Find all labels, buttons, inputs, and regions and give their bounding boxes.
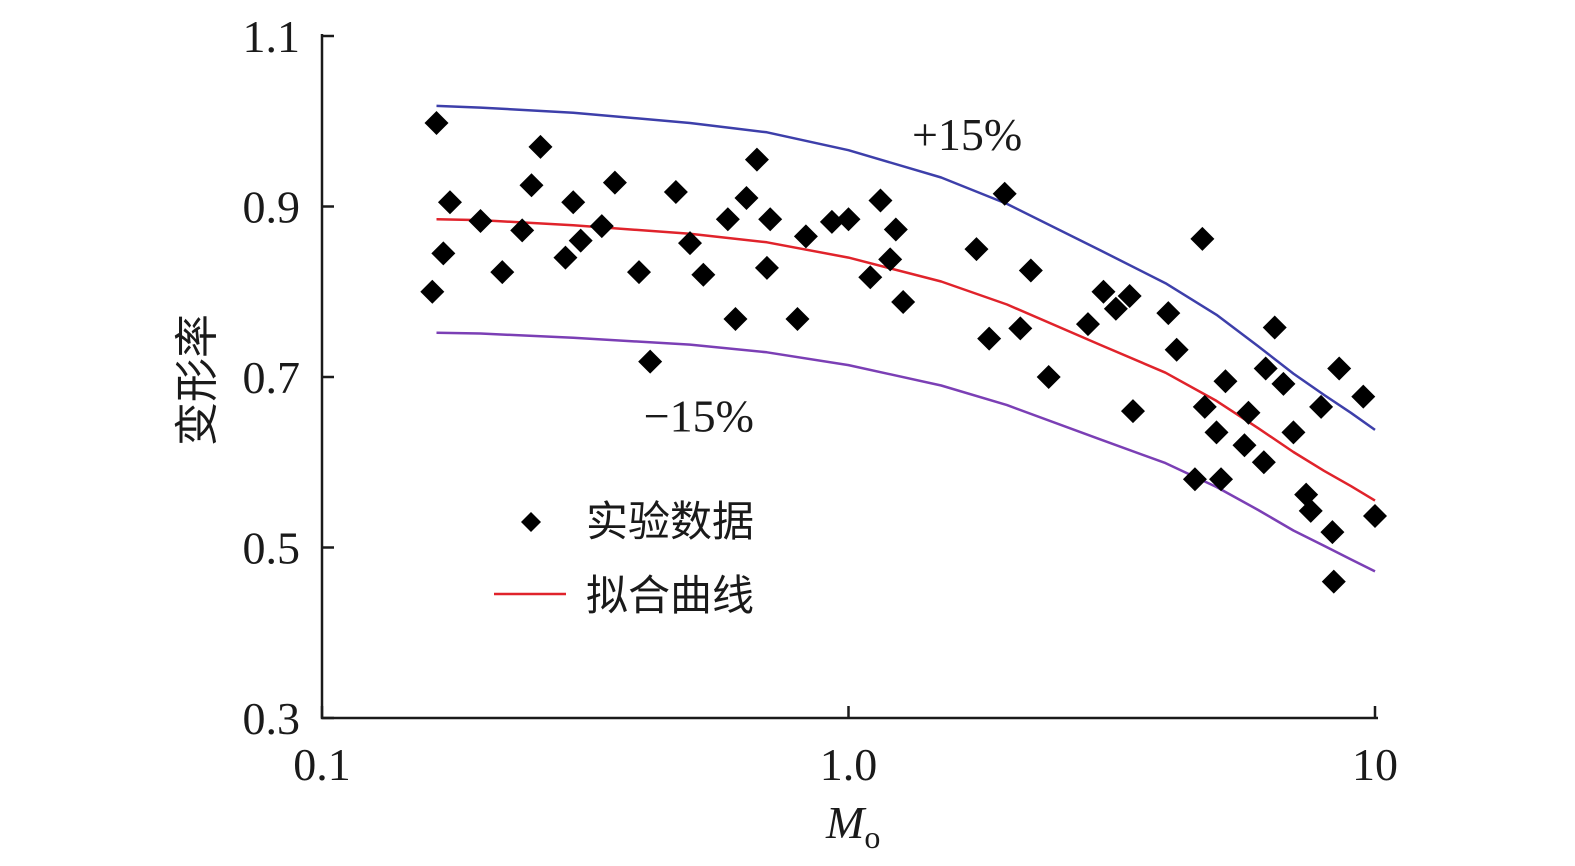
series-lines bbox=[436, 104, 1376, 573]
x-axis-title-main: M bbox=[825, 797, 867, 848]
data-point bbox=[977, 326, 1002, 351]
x-axis-title-subscript: o bbox=[864, 819, 880, 855]
data-point bbox=[1209, 467, 1234, 492]
data-point bbox=[1008, 316, 1033, 341]
data-point bbox=[744, 147, 769, 172]
data-point bbox=[1262, 315, 1287, 340]
data-point bbox=[1351, 384, 1376, 409]
series-line-1 bbox=[436, 218, 1376, 502]
data-point bbox=[964, 237, 989, 262]
y-tick-label: 0.3 bbox=[243, 693, 301, 744]
annotation-plus-15: +15% bbox=[912, 109, 1022, 160]
data-point bbox=[561, 190, 586, 215]
series-line-2 bbox=[436, 104, 1376, 431]
data-point bbox=[1075, 312, 1100, 337]
data-point bbox=[1363, 503, 1387, 528]
data-point bbox=[1213, 369, 1238, 394]
data-point bbox=[431, 241, 456, 266]
data-point bbox=[1320, 520, 1345, 545]
data-point bbox=[1182, 467, 1207, 492]
y-tick-label: 0.5 bbox=[243, 523, 301, 574]
data-point bbox=[1204, 420, 1229, 445]
data-point bbox=[528, 134, 553, 159]
data-point bbox=[793, 224, 818, 249]
data-point bbox=[819, 209, 844, 234]
y-tick-label: 0.9 bbox=[243, 182, 301, 233]
data-point bbox=[1117, 284, 1142, 309]
data-point bbox=[626, 260, 651, 285]
data-point bbox=[678, 231, 703, 256]
data-point bbox=[691, 262, 716, 287]
data-point bbox=[490, 260, 515, 285]
data-point bbox=[589, 214, 614, 239]
data-point bbox=[754, 255, 779, 280]
x-axis-title: Mo bbox=[825, 797, 880, 855]
data-point bbox=[1036, 365, 1061, 389]
data-point bbox=[1298, 498, 1323, 523]
data-point bbox=[1190, 226, 1215, 251]
data-point bbox=[568, 228, 593, 253]
data-point bbox=[836, 207, 861, 232]
legend: 实验数据 拟合曲线 bbox=[494, 497, 754, 620]
y-tick-label: 1.1 bbox=[243, 11, 301, 62]
data-point bbox=[638, 349, 663, 374]
data-point bbox=[883, 217, 908, 242]
data-point bbox=[1156, 301, 1181, 326]
data-point bbox=[1309, 394, 1334, 419]
x-tick-label: 0.1 bbox=[293, 739, 351, 790]
data-point bbox=[734, 185, 759, 210]
data-point bbox=[1327, 356, 1352, 381]
data-point bbox=[1236, 400, 1261, 425]
data-point bbox=[858, 265, 883, 290]
data-point bbox=[510, 218, 535, 243]
y-tick-label: 0.7 bbox=[243, 352, 301, 403]
data-point bbox=[553, 245, 578, 270]
legend-label-fit: 拟合曲线 bbox=[586, 571, 754, 620]
legend-label-data: 实验数据 bbox=[586, 497, 754, 546]
data-point bbox=[723, 307, 748, 332]
data-point bbox=[992, 181, 1017, 206]
data-point bbox=[420, 279, 445, 304]
data-point bbox=[868, 188, 893, 213]
data-point bbox=[468, 208, 493, 233]
data-point bbox=[663, 180, 688, 205]
data-point bbox=[424, 110, 449, 135]
data-point bbox=[1164, 337, 1189, 362]
data-point bbox=[1271, 371, 1296, 396]
data-point bbox=[1192, 394, 1217, 419]
data-point bbox=[1281, 420, 1306, 445]
data-point bbox=[715, 207, 740, 232]
y-axis-title: 变形率 bbox=[172, 314, 223, 446]
legend-marker-diamond bbox=[521, 512, 541, 532]
data-point bbox=[1091, 279, 1116, 304]
data-point bbox=[437, 190, 462, 215]
x-tick-label: 10 bbox=[1352, 739, 1398, 790]
data-point bbox=[785, 307, 810, 332]
data-point bbox=[1232, 433, 1257, 458]
annotation-minus-15: −15% bbox=[644, 390, 754, 441]
data-point bbox=[1321, 569, 1346, 594]
data-point bbox=[1253, 356, 1278, 381]
axis-ticks: 0.3 0.5 0.7 0.9 1.1 0.1 1.0 10 bbox=[243, 11, 1399, 790]
x-tick-label: 1.0 bbox=[820, 739, 878, 790]
data-point bbox=[878, 247, 903, 272]
data-point bbox=[758, 207, 783, 232]
series-line-3 bbox=[436, 331, 1376, 573]
data-point bbox=[1251, 450, 1276, 475]
data-point bbox=[891, 289, 916, 314]
scatter-points bbox=[420, 110, 1387, 594]
data-point bbox=[1103, 296, 1128, 321]
data-point bbox=[1018, 258, 1043, 283]
data-point bbox=[1120, 399, 1145, 424]
data-point bbox=[519, 173, 544, 198]
data-point bbox=[602, 170, 627, 195]
